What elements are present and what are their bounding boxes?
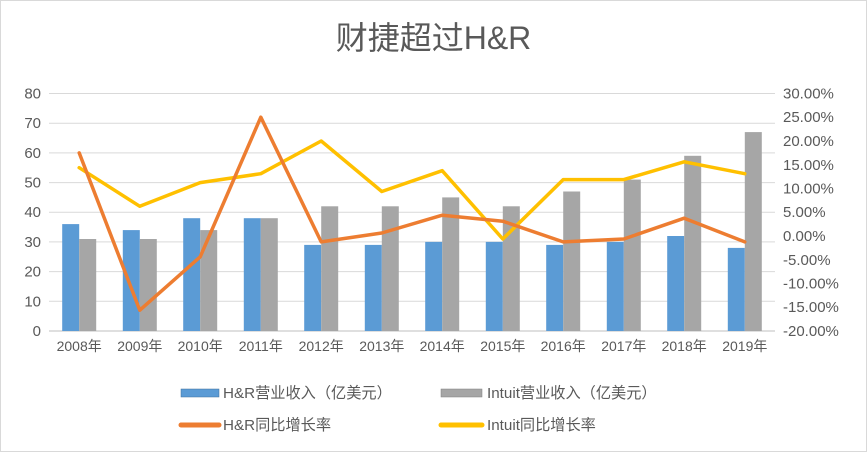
svg-text:2014年: 2014年 — [420, 338, 465, 354]
svg-text:2008年: 2008年 — [57, 338, 102, 354]
svg-text:2018年: 2018年 — [662, 338, 707, 354]
svg-text:-20.00%: -20.00% — [783, 323, 839, 340]
svg-text:10: 10 — [24, 293, 41, 310]
svg-text:20.00%: 20.00% — [783, 133, 834, 150]
svg-text:40: 40 — [24, 204, 41, 221]
svg-text:2011年: 2011年 — [239, 338, 283, 354]
svg-text:2009年: 2009年 — [117, 338, 162, 354]
svg-text:H&R营业收入（亿美元）: H&R营业收入（亿美元） — [223, 385, 392, 402]
svg-text:0.00%: 0.00% — [783, 228, 826, 245]
svg-text:H&R同比增长率: H&R同比增长率 — [223, 417, 331, 434]
svg-text:-10.00%: -10.00% — [783, 276, 839, 293]
svg-text:10.00%: 10.00% — [783, 181, 834, 198]
svg-text:2019年: 2019年 — [722, 338, 767, 354]
svg-text:70: 70 — [24, 115, 41, 132]
svg-text:5.00%: 5.00% — [783, 204, 826, 221]
svg-text:0: 0 — [33, 323, 41, 340]
svg-text:Intuit同比增长率: Intuit同比增长率 — [487, 417, 596, 434]
svg-text:50: 50 — [24, 175, 41, 192]
svg-text:2013年: 2013年 — [359, 338, 404, 354]
svg-text:20: 20 — [24, 264, 41, 281]
svg-text:60: 60 — [24, 145, 41, 162]
svg-text:2016年: 2016年 — [541, 338, 586, 354]
svg-text:15.00%: 15.00% — [783, 157, 834, 174]
svg-text:30: 30 — [24, 234, 41, 251]
svg-text:2012年: 2012年 — [299, 338, 344, 354]
svg-text:2015年: 2015年 — [480, 338, 525, 354]
svg-text:80: 80 — [24, 86, 41, 103]
svg-text:-5.00%: -5.00% — [783, 252, 831, 269]
svg-text:2010年: 2010年 — [178, 338, 223, 354]
svg-text:2017年: 2017年 — [601, 338, 646, 354]
svg-text:25.00%: 25.00% — [783, 109, 834, 126]
svg-text:-15.00%: -15.00% — [783, 299, 839, 316]
svg-text:30.00%: 30.00% — [783, 86, 834, 103]
svg-text:Intuit营业收入（亿美元）: Intuit营业收入（亿美元） — [487, 385, 657, 402]
